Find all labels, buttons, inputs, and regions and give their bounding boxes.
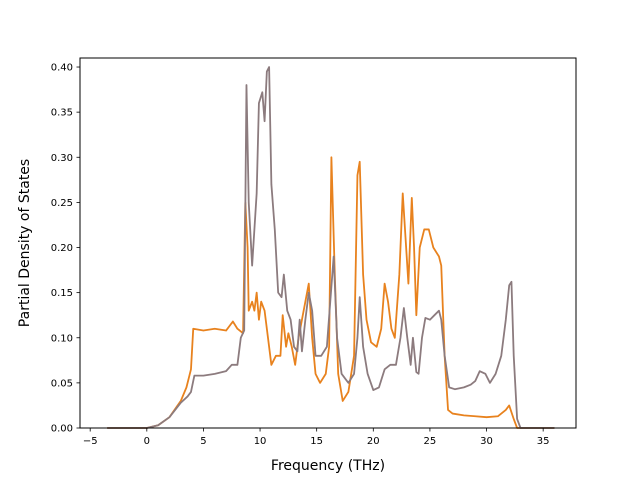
y-tick-label: 0.40 — [51, 63, 73, 74]
x-tick-label: 20 — [367, 436, 380, 447]
y-tick-label: 0.15 — [51, 288, 73, 299]
y-axis-label: Partial Density of States — [17, 159, 33, 327]
y-tick-label: 0.05 — [51, 378, 73, 389]
y-axis-ticks: 0.00 0.05 0.10 0.15 0.20 0.25 0.30 0.35 0.40 — [51, 63, 80, 435]
series-layer — [107, 66, 555, 429]
series-line-2 — [107, 66, 555, 429]
y-tick-label: 0.30 — [51, 153, 73, 164]
x-tick-label: 35 — [537, 436, 550, 447]
x-tick-label: 5 — [200, 436, 206, 447]
y-tick-label: 0.20 — [51, 243, 73, 254]
y-tick-label: 0.10 — [51, 333, 73, 344]
plot-frame — [79, 57, 577, 429]
x-tick-label: 10 — [254, 436, 267, 447]
x-axis-ticks: −5 0 5 10 15 20 25 30 35 — [83, 428, 550, 447]
x-tick-label: 30 — [480, 436, 493, 447]
y-tick-label: 0.25 — [51, 198, 73, 209]
x-tick-label: 0 — [144, 436, 150, 447]
x-tick-label: 25 — [424, 436, 437, 447]
x-tick-label: −5 — [83, 436, 98, 447]
x-tick-label: 15 — [310, 436, 323, 447]
y-tick-label: 0.00 — [51, 424, 73, 435]
y-tick-label: 0.35 — [51, 108, 73, 119]
x-axis-label: Frequency (THz) — [271, 458, 385, 474]
